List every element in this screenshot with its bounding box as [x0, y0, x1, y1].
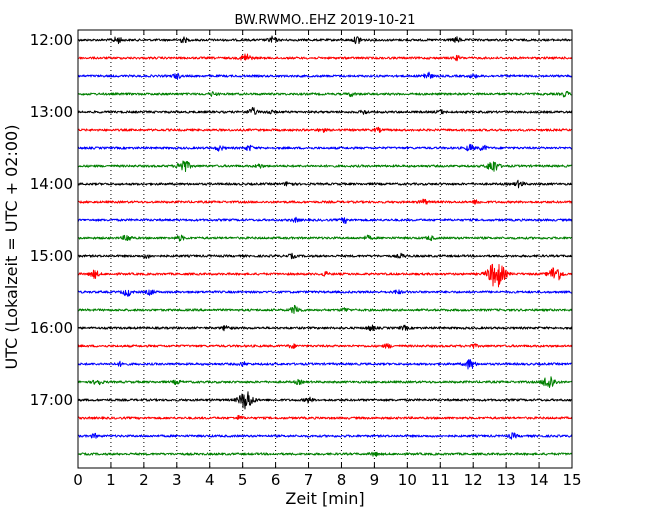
- trace-line: [77, 304, 573, 314]
- y-axis-label: UTC (Lokalzeit = UTC + 02:00): [2, 125, 21, 370]
- trace-line: [77, 324, 573, 332]
- trace-line: [77, 451, 573, 457]
- trace-line: [77, 263, 573, 288]
- trace-line: [77, 126, 573, 133]
- trace-line: [77, 35, 573, 45]
- trace-line: [77, 198, 573, 205]
- x-tick-label: 4: [205, 471, 215, 489]
- trace-line: [77, 71, 573, 80]
- x-tick-label: 11: [431, 471, 450, 489]
- trace-line: [77, 391, 573, 410]
- trace-lines: [77, 35, 573, 457]
- y-tick-label: 12:00: [30, 31, 73, 49]
- y-tick-label: 16:00: [30, 319, 73, 337]
- x-tick-label: 2: [139, 471, 149, 489]
- minute-grid: [110, 30, 540, 468]
- x-tick-label: 12: [464, 471, 483, 489]
- x-tick-label: 0: [73, 471, 83, 489]
- trace-line: [77, 432, 573, 440]
- trace-line: [77, 234, 573, 242]
- trace-line: [77, 143, 573, 152]
- trace-line: [77, 376, 573, 388]
- trace-line: [77, 414, 573, 420]
- y-tick-label: 13:00: [30, 103, 73, 121]
- x-axis-label: Zeit [min]: [285, 489, 364, 508]
- trace-line: [77, 53, 573, 62]
- x-tick-label: 13: [497, 471, 516, 489]
- x-axis-ticks: 0 1 2 3 4 5 6 7 8 9 10 11 12 13 14 15: [73, 30, 582, 489]
- plot-frame: [77, 29, 573, 469]
- trace-line: [77, 160, 573, 173]
- x-tick-label: 3: [172, 471, 182, 489]
- y-tick-label: 17:00: [30, 391, 73, 409]
- trace-line: [77, 179, 573, 189]
- x-tick-label: 6: [271, 471, 281, 489]
- chart-title: BW.RWMO..EHZ 2019-10-21: [234, 13, 415, 28]
- x-tick-label: 9: [370, 471, 380, 489]
- y-axis-ticks: 12:00 13:00 14:00 15:00 16:00 17:00: [30, 31, 572, 409]
- x-tick-label: 15: [562, 471, 581, 489]
- trace-line: [77, 252, 573, 260]
- y-tick-label: 15:00: [30, 247, 73, 265]
- x-tick-label: 7: [304, 471, 314, 489]
- x-tick-label: 5: [238, 471, 248, 489]
- trace-line: [77, 90, 573, 98]
- x-tick-label: 1: [106, 471, 116, 489]
- trace-line: [77, 216, 573, 224]
- trace-line: [77, 289, 573, 297]
- y-tick-label: 14:00: [30, 175, 73, 193]
- trace-line: [77, 359, 573, 370]
- x-tick-label: 14: [530, 471, 549, 489]
- x-tick-label: 8: [337, 471, 347, 489]
- trace-line: [77, 106, 573, 115]
- x-tick-label: 10: [398, 471, 417, 489]
- trace-line: [77, 343, 573, 349]
